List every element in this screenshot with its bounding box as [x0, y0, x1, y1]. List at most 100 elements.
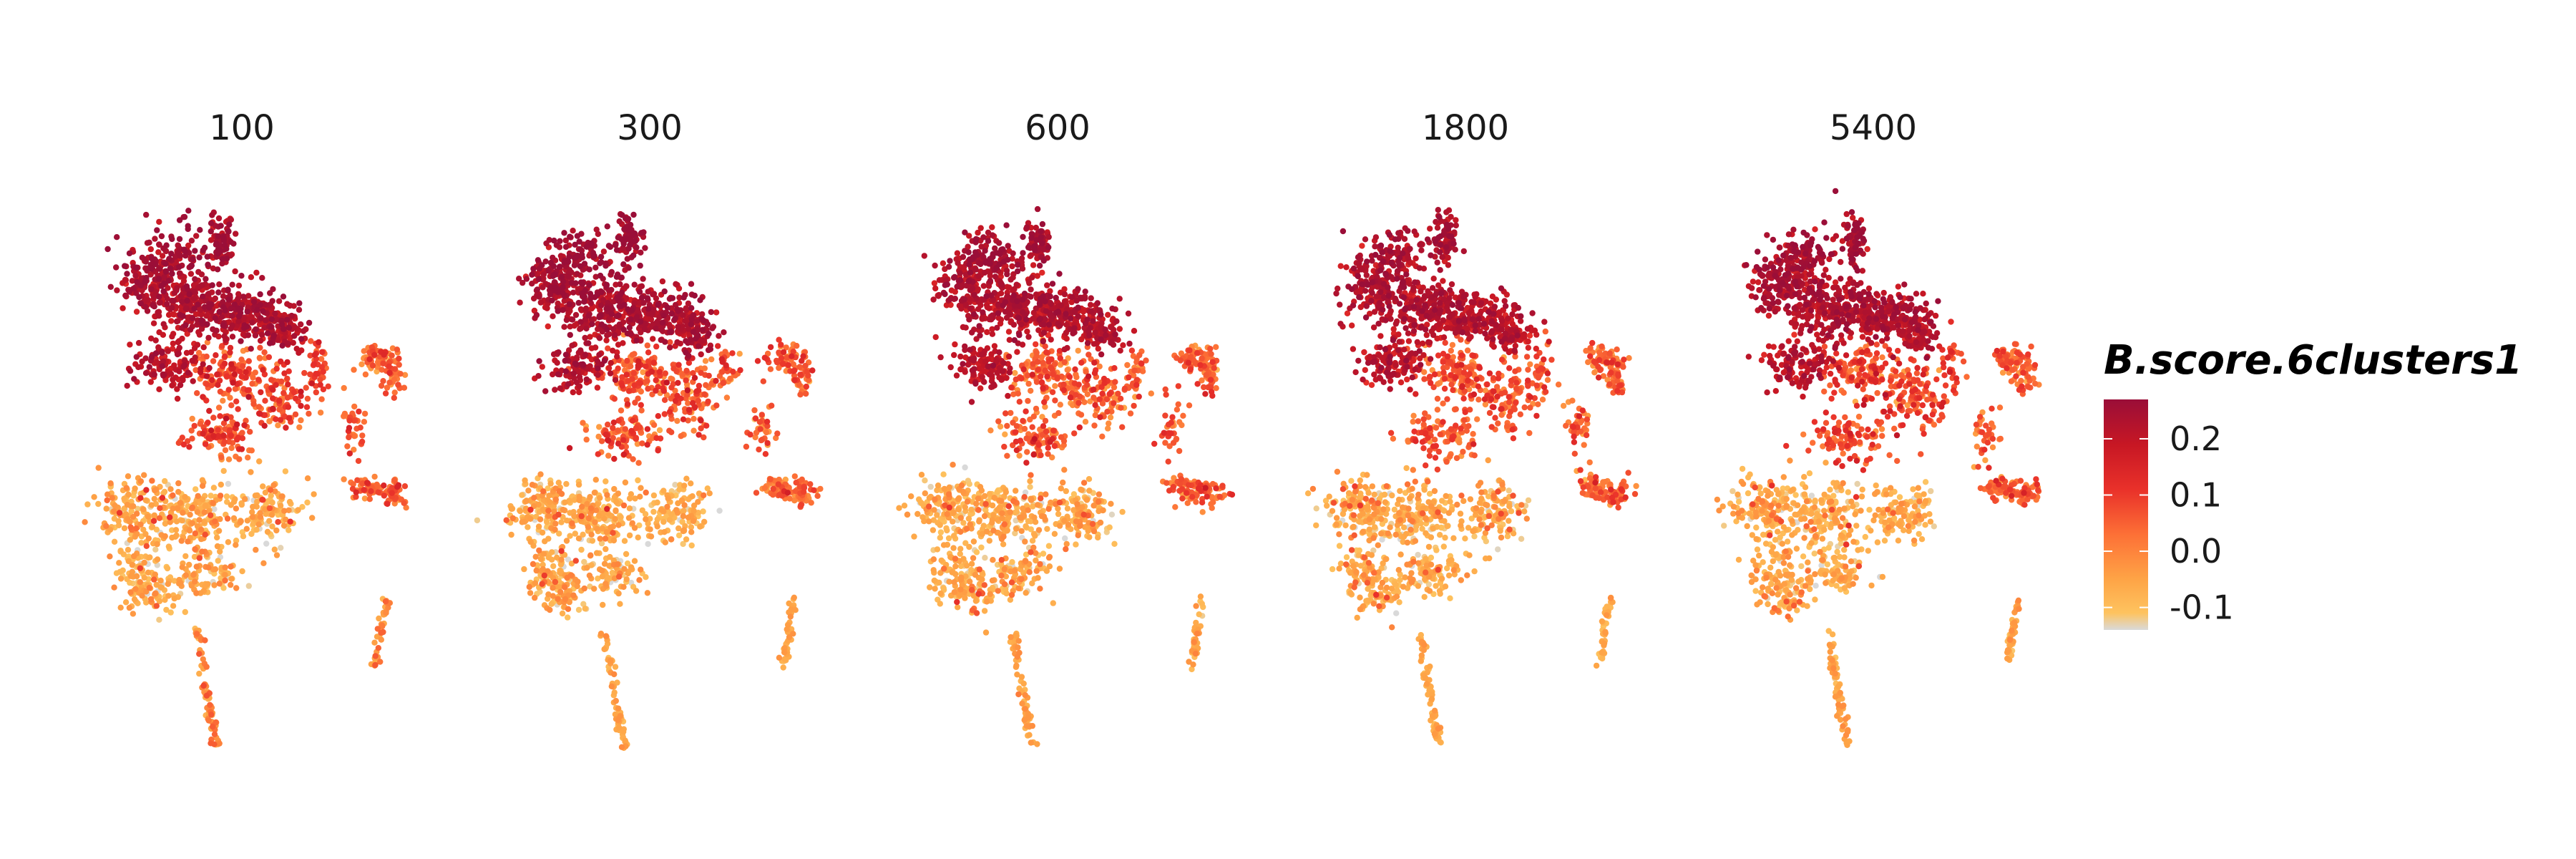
- cell-point: [205, 564, 212, 571]
- cell-point: [713, 402, 720, 409]
- cell-point: [285, 404, 292, 410]
- cell-point: [220, 432, 227, 439]
- cell-point: [610, 347, 616, 354]
- cell-point: [131, 376, 137, 382]
- cell-point: [165, 311, 172, 319]
- cell-point: [537, 471, 544, 477]
- cell-point: [273, 365, 280, 372]
- cell-point: [203, 353, 210, 360]
- cell-point: [650, 508, 657, 515]
- cell-point: [628, 564, 635, 571]
- cell-point: [718, 356, 725, 362]
- cell-point: [380, 360, 386, 367]
- cell-point: [278, 545, 284, 551]
- cell-point: [150, 518, 157, 524]
- cell-point: [200, 430, 206, 437]
- cell-point: [571, 254, 577, 261]
- cell-point: [181, 362, 188, 369]
- cell-point: [683, 536, 690, 543]
- cell-point: [660, 312, 667, 319]
- umap-panel-600: 600: [896, 108, 1236, 747]
- cell-point: [361, 348, 367, 354]
- cell-point: [254, 306, 260, 314]
- cell-point: [602, 478, 609, 485]
- cell-point: [396, 355, 402, 362]
- cell-point: [209, 212, 215, 218]
- cell-point: [550, 272, 557, 278]
- cell-point: [167, 609, 174, 616]
- cell-point: [126, 604, 133, 611]
- cell-point: [774, 430, 781, 437]
- cell-point: [233, 398, 240, 404]
- cell-point: [767, 366, 774, 372]
- cell-point: [156, 218, 162, 225]
- cell-point: [198, 317, 205, 324]
- cell-point: [797, 392, 804, 398]
- cell-point: [706, 372, 712, 379]
- cell-point: [621, 225, 628, 233]
- cell-point: [944, 527, 950, 534]
- cell-point: [600, 248, 608, 255]
- cell-point: [626, 324, 633, 331]
- cell-point: [228, 238, 234, 246]
- cell-point: [570, 228, 576, 234]
- cell-point: [225, 456, 233, 462]
- cell-point: [267, 487, 274, 493]
- cell-point: [691, 415, 697, 422]
- cell-point: [585, 340, 592, 346]
- cell-point: [223, 493, 230, 500]
- cell-point: [252, 369, 258, 376]
- cell-point: [311, 491, 317, 498]
- cell-point: [188, 238, 195, 244]
- cell-point: [196, 331, 203, 338]
- cell-point: [286, 498, 293, 505]
- cell-point: [185, 538, 191, 545]
- cell-point: [286, 414, 293, 422]
- cell-point: [174, 395, 181, 402]
- cell-point: [937, 535, 943, 541]
- cell-point: [508, 531, 514, 538]
- cell-point: [577, 347, 584, 354]
- cell-point: [758, 412, 765, 418]
- cell-point: [152, 571, 158, 578]
- cell-point: [801, 485, 808, 491]
- cell-point: [238, 501, 245, 508]
- cell-point: [680, 527, 687, 533]
- cell-point: [147, 554, 153, 560]
- cell-point: [381, 492, 387, 499]
- cell-point: [280, 523, 288, 529]
- cell-point: [265, 354, 273, 361]
- cell-point: [146, 584, 152, 591]
- cell-point: [962, 464, 968, 471]
- cell-point: [202, 503, 209, 510]
- cell-point: [611, 331, 618, 339]
- cell-point: [185, 223, 191, 229]
- cell-point: [162, 596, 168, 603]
- cell-point: [535, 373, 542, 379]
- cell-point: [165, 348, 171, 354]
- cell-point: [175, 489, 182, 495]
- cell-point: [281, 508, 288, 514]
- cell-point: [196, 254, 203, 261]
- cell-point: [225, 387, 232, 393]
- cell-point: [269, 298, 275, 304]
- cell-point: [193, 590, 200, 596]
- cell-point: [638, 230, 645, 236]
- cell-point: [542, 538, 548, 545]
- cell-point: [356, 408, 362, 415]
- cell-point: [640, 300, 647, 306]
- cell-point: [572, 280, 579, 286]
- umap-panels: 100 300 600 1800 5400: [82, 108, 2042, 752]
- cell-point: [359, 432, 366, 439]
- cell-point: [623, 576, 630, 583]
- cell-point: [621, 566, 628, 572]
- cell-point: [278, 358, 284, 365]
- cell-point: [683, 349, 689, 356]
- cell-point: [529, 281, 535, 287]
- cell-point: [215, 558, 221, 564]
- cell-point: [620, 261, 627, 268]
- cell-point: [187, 511, 193, 518]
- cell-point: [525, 524, 531, 530]
- cell-point: [673, 281, 679, 287]
- cell-point: [542, 388, 549, 394]
